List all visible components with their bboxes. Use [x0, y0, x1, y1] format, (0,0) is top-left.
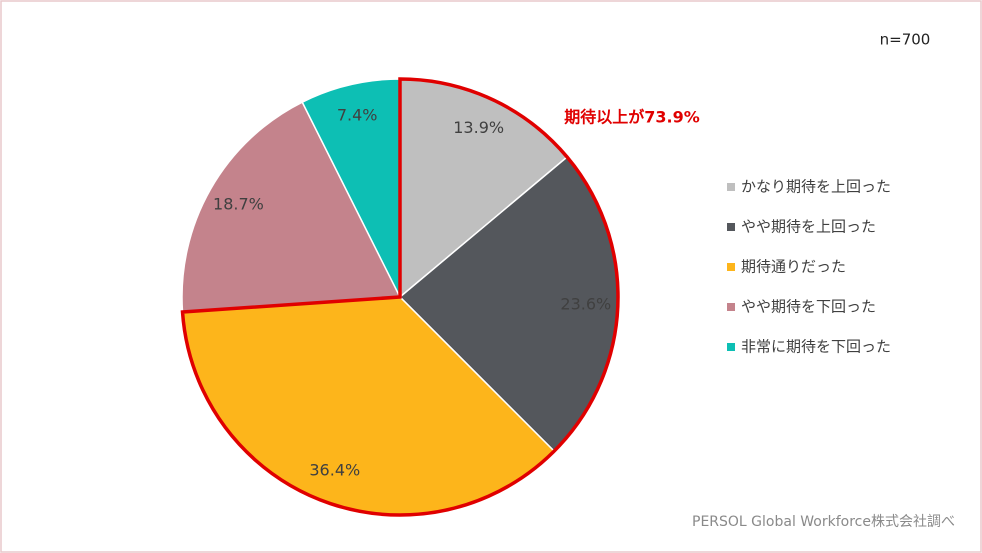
legend-swatch [727, 303, 735, 311]
legend-label: 非常に期待を下回った [741, 338, 891, 356]
annotation: 期待以上が73.9% [564, 108, 700, 127]
legend-label: かなり期待を上回った [741, 178, 891, 196]
value-label: 7.4% [337, 106, 378, 125]
value-label: 23.6% [560, 295, 611, 314]
value-label: 36.4% [309, 461, 360, 480]
source: PERSOL Global Workforce株式会社調べ [692, 514, 955, 530]
pie-slice [181, 101, 402, 313]
legend-label: 期待通りだった [741, 258, 846, 276]
legend-label: やや期待を上回った [741, 218, 876, 236]
pie-slice [301, 78, 401, 298]
legend-swatch [727, 183, 735, 191]
legend-swatch [727, 223, 735, 231]
sample-size: n=700 [880, 31, 931, 49]
legend-swatch [727, 263, 735, 271]
value-label: 13.9% [453, 118, 504, 137]
value-label: 18.7% [213, 194, 264, 213]
legend-label: やや期待を下回った [741, 298, 876, 316]
legend-swatch [727, 343, 735, 351]
highlight-outline [180, 77, 620, 517]
